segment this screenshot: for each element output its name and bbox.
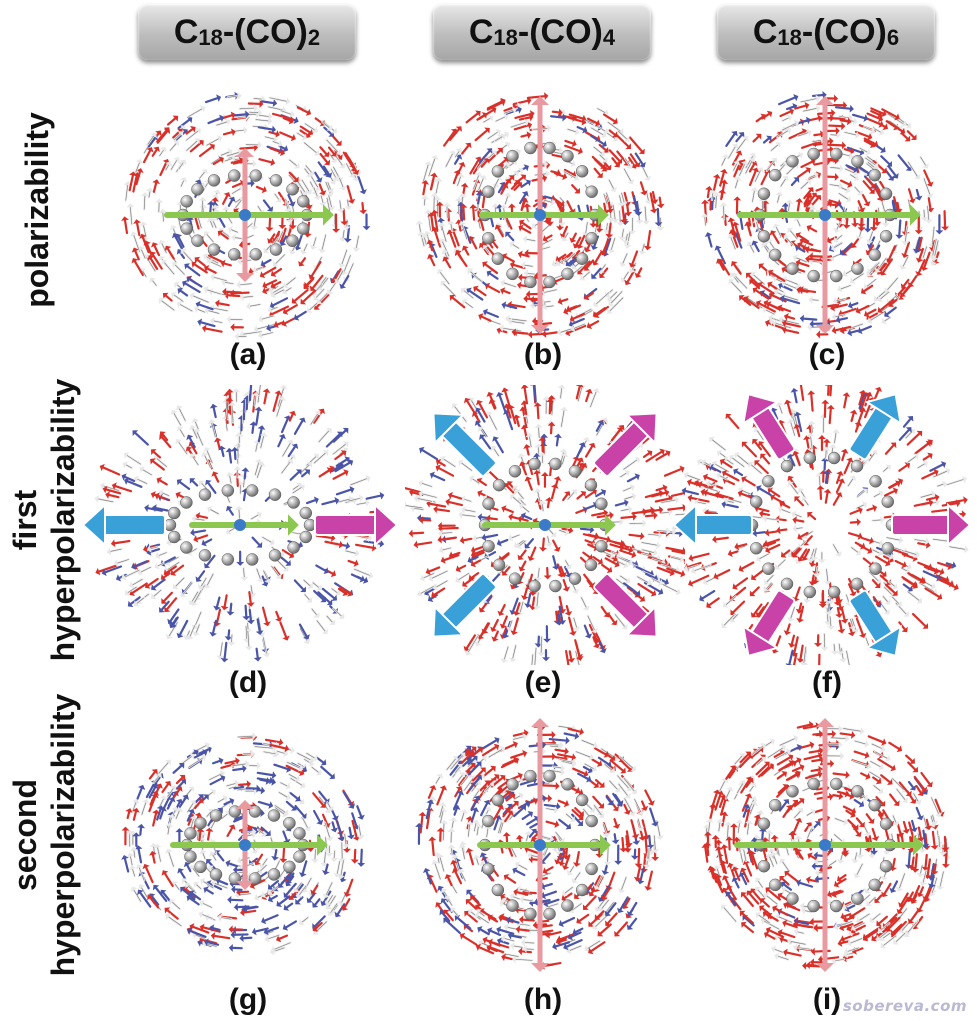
panel-label-e: (e) <box>524 666 562 699</box>
column-header-c18-co2: C 18 -(CO) 2 <box>138 4 356 60</box>
watermark: sobereva.com <box>842 997 967 1015</box>
row-label-second-hyperpolarizability: second hyperpolarizability <box>7 693 81 977</box>
column-header-c18-co6: C 18 -(CO) 6 <box>717 4 935 60</box>
panel-label-i: (i) <box>812 983 842 1016</box>
panel-label-a: (a) <box>229 338 267 371</box>
row-label-first-hyperpolarizability: first hyperpolarizability <box>7 378 81 662</box>
panel-label-d: (d) <box>228 666 268 699</box>
panel-a-vector-field <box>121 91 371 341</box>
panel-b-vector-field <box>415 92 665 339</box>
column-header-c18-co4: C 18 -(CO) 4 <box>433 4 651 60</box>
panel-d-vector-field <box>81 385 399 663</box>
panel-h-vector-field <box>415 718 664 972</box>
panel-label-g: (g) <box>228 983 268 1016</box>
panel-c-vector-field <box>700 91 950 339</box>
panel-e-vector-field <box>405 385 685 665</box>
panel-label-f: (f) <box>812 666 842 699</box>
panel-g-vector-field <box>121 732 366 956</box>
panel-label-b: (b) <box>523 338 563 371</box>
panel-i-vector-field <box>701 718 952 972</box>
row-label-polarizability: polarizability <box>19 112 55 308</box>
panel-f-vector-field <box>672 385 972 665</box>
panel-label-c: (c) <box>808 338 846 371</box>
panel-label-h: (h) <box>523 983 563 1016</box>
